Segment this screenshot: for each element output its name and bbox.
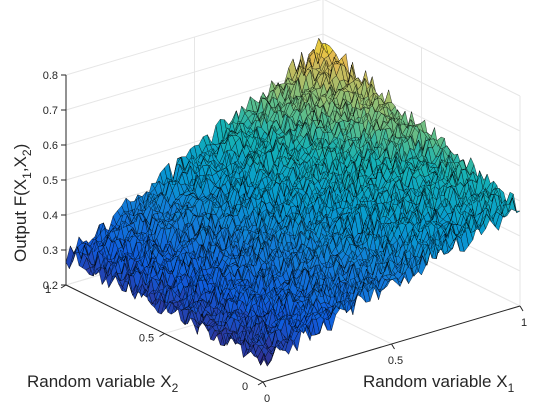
surface-mesh [65,37,521,367]
axes [60,74,524,388]
surface-patch [384,89,393,104]
z-tick-label: 0.2 [43,280,58,292]
surface-patch [512,197,521,214]
x1-tick-mark [519,305,524,312]
x1-tick-label: 0 [264,393,270,405]
x1-tick-label: 1 [521,317,527,329]
x1-axis-title: Random variable X1 [363,372,515,395]
z-tick-label: 0.7 [43,105,58,117]
x2-tick-mark [159,333,165,337]
z-tick-label: 0.6 [43,140,58,152]
x1-tick-mark [391,343,395,350]
z-tick-label: 0.5 [43,175,58,187]
x1-tick-mark [262,381,267,388]
z-tick-label: 0.4 [43,210,58,222]
z-tick-label: 0.3 [43,245,58,257]
x2-tick-label: 0.5 [139,333,154,345]
z-axis-title: Output F(X1,X2) [11,144,34,262]
x1-tick-label: 0.5 [388,355,403,367]
x2-tick-mark [257,381,264,386]
x2-tick-label: 1 [45,284,51,296]
x2-tick-label: 0 [242,381,248,393]
z-tick-label: 0.8 [43,70,58,82]
x2-axis-title: Random variable X2 [27,372,179,395]
